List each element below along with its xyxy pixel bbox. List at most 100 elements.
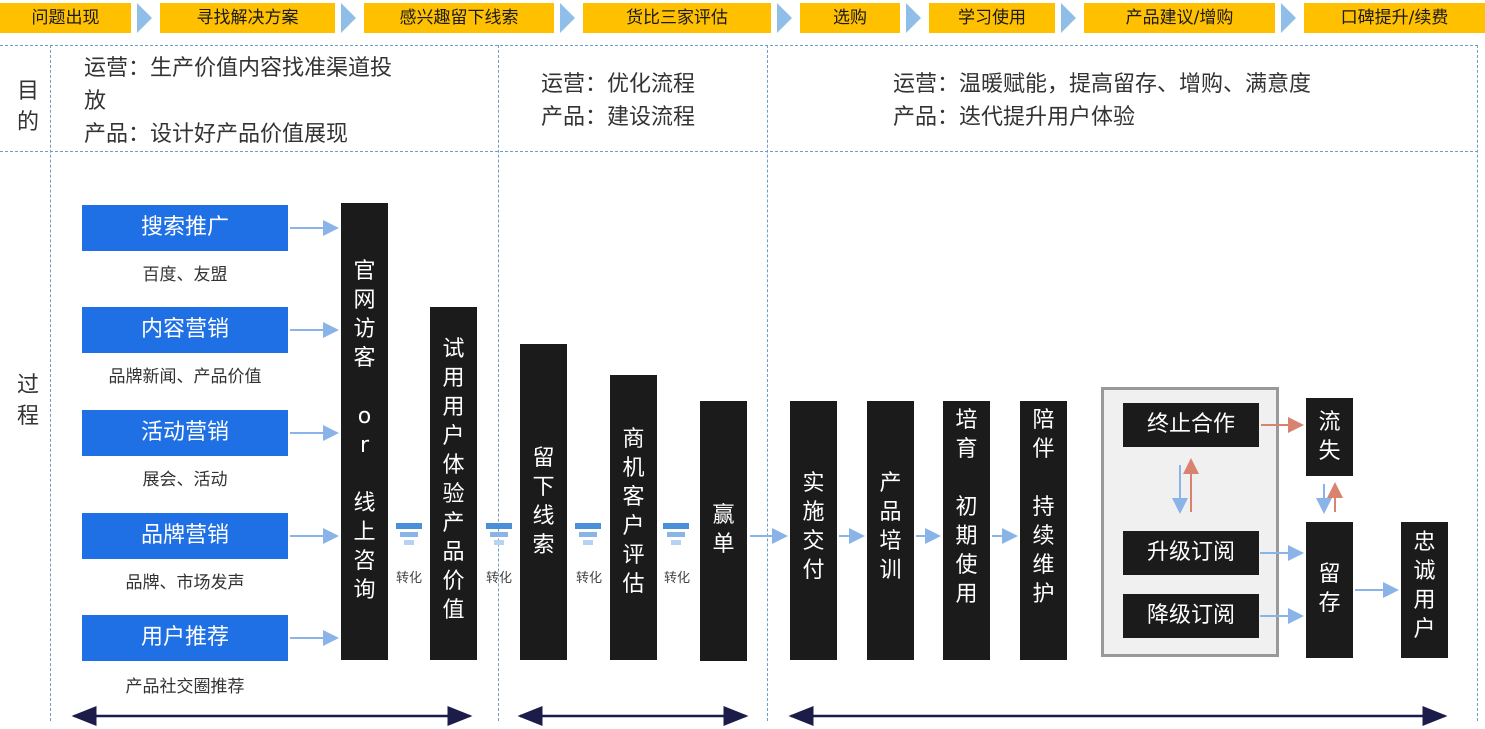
channel-content-sub: 品牌新闻、产品价值 — [108, 367, 262, 387]
box-char: 户 — [622, 514, 645, 539]
funnel-icon — [663, 523, 689, 549]
stage-compare: 货比三家评估 — [583, 3, 771, 33]
row-label-purpose: 目的 — [16, 79, 39, 135]
box-char: 客 — [622, 485, 645, 510]
stage-reputation-renew: 口碑提升/续费 — [1304, 3, 1485, 33]
box-char: r — [359, 433, 370, 458]
box-char: 实 — [802, 471, 825, 496]
box-char: 品 — [442, 540, 465, 565]
channel-content: 内容营销 — [82, 307, 288, 353]
box-char: 用 — [1413, 588, 1436, 613]
box-char: 护 — [1032, 582, 1055, 607]
stage-box-churn: 流失 — [1306, 398, 1353, 476]
box-char: 官 — [353, 259, 376, 284]
box-char: 忠 — [1413, 530, 1436, 555]
chevron-right-icon — [1061, 3, 1076, 33]
box-char: 询 — [353, 578, 376, 603]
box-char: 期 — [955, 524, 978, 549]
divider — [498, 45, 499, 721]
box-char: 诚 — [1413, 559, 1436, 584]
chevron-right-icon — [777, 3, 792, 33]
funnel-icon — [396, 523, 422, 549]
box-char: 线 — [353, 491, 376, 516]
box-char: 网 — [353, 288, 376, 313]
box-char: o — [357, 404, 372, 429]
box-char: 体 — [442, 453, 465, 478]
channel-search-sub: 百度、友盟 — [142, 265, 228, 285]
box-char: 价 — [442, 569, 465, 594]
box-char: 户 — [1413, 617, 1436, 642]
box-char: 存 — [1318, 591, 1341, 616]
box-char: 培 — [879, 529, 902, 554]
stage-box-lead: 留下线索 — [520, 344, 567, 660]
box-char: 上 — [353, 520, 376, 545]
divider — [50, 45, 51, 721]
funnel-icon — [575, 523, 601, 549]
stage-box-nurture: 培育 初期使用 — [943, 401, 990, 660]
stage-search-solution: 寻找解决方案 — [160, 3, 335, 33]
box-char: 线 — [532, 504, 555, 529]
box-char: 培 — [955, 408, 978, 433]
row-label-process: 过程 — [16, 373, 39, 429]
convert-label: 转化 — [576, 571, 603, 586]
box-char: 值 — [442, 598, 465, 623]
box-char: 留 — [532, 446, 555, 471]
purpose-col2: 运营：优化流程 产品：建设流程 — [541, 72, 696, 130]
box-char: 付 — [802, 558, 825, 583]
stage-purchase: 选购 — [800, 3, 900, 33]
box-char: 维 — [1032, 553, 1055, 578]
convert-label: 转化 — [486, 571, 513, 586]
box-char: 机 — [622, 456, 645, 481]
box-char: 商 — [622, 427, 645, 452]
stage-interest-lead: 感兴趣留下线索 — [364, 3, 554, 33]
purpose-col3: 运营：温暖赋能，提高留存、增购、满意度 产品：迭代提升用户体验 — [893, 72, 1312, 130]
box-char: 育 — [955, 437, 978, 462]
channel-search: 搜索推广 — [82, 205, 288, 251]
box-char: 陪 — [1032, 408, 1055, 433]
box-char: 伴 — [1032, 437, 1055, 462]
stage-box-training: 产品培训 — [867, 401, 914, 660]
stage-suggest-upsell: 产品建议/增购 — [1084, 3, 1275, 33]
channel-event: 活动营销 — [82, 410, 288, 456]
stage-box-trial: 试用用户体验产品价值 — [430, 307, 477, 660]
stage-box-win: 赢单 — [700, 401, 747, 661]
purpose-col1: 运营：生产价值内容找准渠道投放产品：设计好产品价值展现 — [84, 56, 393, 147]
box-char: 续 — [1032, 524, 1055, 549]
divider — [767, 45, 768, 721]
funnel-icon — [486, 523, 512, 549]
box-char: 试 — [442, 337, 465, 362]
box-char: 产 — [879, 471, 902, 496]
stage-problem: 问题出现 — [0, 3, 131, 33]
stage-box-delivery: 实施交付 — [790, 401, 837, 660]
divider — [1477, 45, 1478, 721]
chevron-right-icon — [1281, 3, 1296, 33]
box-char: 访 — [353, 317, 376, 342]
convert-label: 转化 — [664, 571, 691, 586]
box-char: 产 — [442, 511, 465, 536]
channel-brand: 品牌营销 — [82, 513, 288, 559]
downgrade-box: 降级订阅 — [1123, 594, 1259, 638]
stage-box-retain: 留存 — [1306, 522, 1353, 658]
box-char: 交 — [802, 529, 825, 554]
box-char: 初 — [955, 495, 978, 520]
upgrade-box: 升级订阅 — [1123, 531, 1259, 575]
box-char: 施 — [802, 500, 825, 525]
box-char: 用 — [955, 582, 978, 607]
box-char: 评 — [622, 543, 645, 568]
stage-box-loyal: 忠诚用户 — [1401, 522, 1448, 658]
box-char: 使 — [955, 553, 978, 578]
channel-brand-sub: 品牌、市场发声 — [125, 573, 245, 593]
channel-event-sub: 展会、活动 — [142, 470, 228, 490]
box-char: 咨 — [353, 549, 376, 574]
box-char: 用 — [442, 366, 465, 391]
box-char: 持 — [1032, 495, 1055, 520]
box-char: 单 — [712, 532, 735, 557]
box-char: 估 — [622, 572, 645, 597]
chevron-right-icon — [341, 3, 356, 33]
box-char: 训 — [879, 558, 902, 583]
box-char: 验 — [442, 482, 465, 507]
channel-referral-sub: 产品社交圈推荐 — [125, 677, 245, 697]
box-char: 品 — [879, 500, 902, 525]
